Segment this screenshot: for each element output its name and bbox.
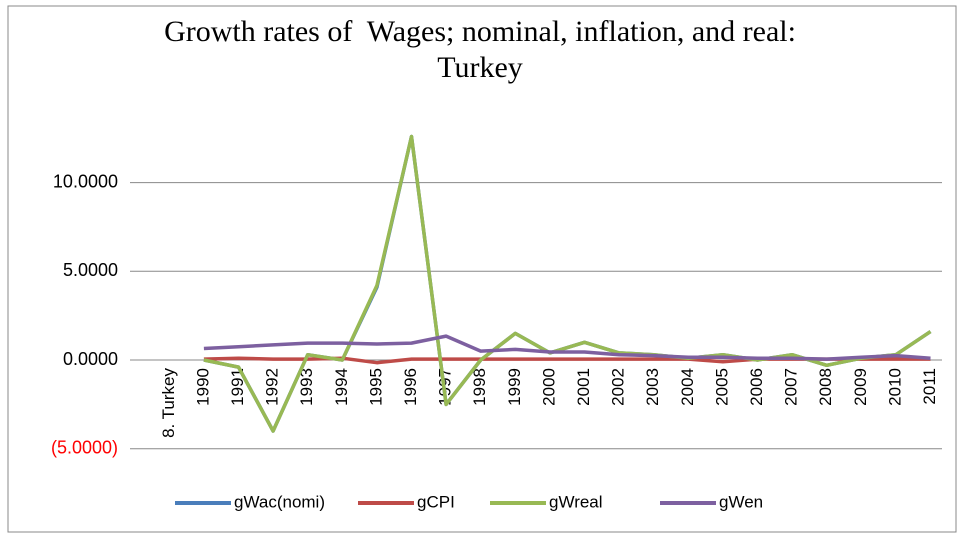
x-tick-label: 2005 (712, 368, 731, 406)
chart-title: Growth rates of Wages; nominal, inflatio… (164, 15, 803, 84)
x-tick-label: 1993 (297, 368, 316, 406)
x-tick-label: 1995 (366, 368, 385, 406)
x-tick-label: 2011 (920, 368, 939, 405)
x-tick-label: 2001 (574, 368, 593, 406)
x-tick-label: 2008 (816, 368, 835, 406)
x-tick-label: 1999 (505, 368, 524, 406)
y-tick-label: 10.0000 (53, 171, 118, 191)
x-tick-label: 1998 (470, 368, 489, 406)
legend-label: gCPI (417, 492, 455, 511)
x-tick-label: 2009 (851, 368, 870, 406)
series-line (203, 334, 931, 361)
y-tick-label: (5.0000) (51, 437, 118, 457)
x-tick-label: 1992 (263, 368, 282, 406)
x-tick-label: 2010 (885, 368, 904, 406)
x-tick-label: 2003 (643, 368, 662, 406)
x-tick-label: 2006 (747, 368, 766, 406)
x-tick-label: 2007 (782, 368, 801, 406)
x-tick-label: 8. Turkey (159, 368, 178, 438)
x-tick-label: 2004 (678, 368, 697, 406)
legend-label: gWen (719, 492, 763, 511)
legend-label: gWac(nomi) (234, 492, 325, 511)
y-tick-label: 5.0000 (63, 260, 118, 280)
x-tick-label: 2002 (609, 368, 628, 406)
chart-border (7, 5, 957, 533)
x-tick-label: 1994 (332, 368, 351, 406)
legend-label: gWreal (549, 492, 603, 511)
y-tick-label: 0.0000 (63, 349, 118, 369)
x-tick-label: 1991 (228, 368, 247, 406)
x-tick-label: 1996 (401, 368, 420, 406)
x-tick-label: 2000 (539, 368, 558, 406)
x-tick-label: 1990 (193, 368, 212, 406)
